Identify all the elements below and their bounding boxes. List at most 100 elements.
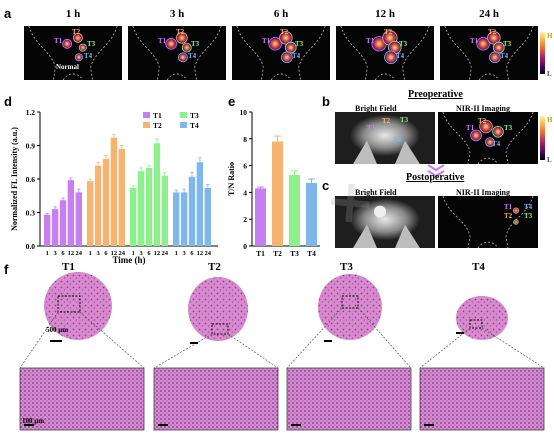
y-axis-label: Normalized FL Intensity (a.u.) xyxy=(10,127,19,231)
frame-4-signal-spot xyxy=(486,30,501,45)
overlay-label-t1: T1 xyxy=(470,37,479,45)
colorbar-low: L xyxy=(547,70,552,78)
bar-T1-12h xyxy=(67,180,75,246)
overlay-label-t1: T1 xyxy=(158,37,167,45)
bar-T3-12h xyxy=(153,143,161,246)
frame-1-signal-spot xyxy=(175,31,188,44)
colorbar-high: H xyxy=(547,32,553,40)
bar-T1 xyxy=(255,188,266,246)
frame-0-roi-circle xyxy=(73,32,83,43)
zoom-region xyxy=(469,319,483,329)
post-label-t2: T2 xyxy=(504,212,513,220)
nir-post-body-outline xyxy=(442,196,534,248)
panel-label-e: e xyxy=(228,94,236,109)
scale-label-large: 500 μm xyxy=(46,326,68,334)
x-tick-label: T3 xyxy=(290,249,299,258)
overlay-label-t4: T4 xyxy=(84,52,93,60)
zoom-region xyxy=(57,295,81,313)
overlay-label-t3: T3 xyxy=(503,40,512,48)
post-label-t3: T3 xyxy=(524,212,533,220)
post-label-t1: T1 xyxy=(504,203,513,211)
x-tick-label: 24 xyxy=(119,250,126,257)
colorbar-gradient xyxy=(540,116,545,160)
frame-2-image xyxy=(232,26,330,80)
zoom-connector xyxy=(227,333,279,369)
zoom-connector xyxy=(419,327,471,369)
nir-label-t1: T1 xyxy=(466,124,475,132)
time-label-1h: 1 h xyxy=(65,8,81,20)
tumor-section-T3 xyxy=(318,274,382,340)
bar-T4-6h xyxy=(188,176,196,246)
tumor-label-T4: T4 xyxy=(472,262,485,273)
zoom-inset-T1 xyxy=(19,367,145,431)
frame-1-signal-spot xyxy=(177,52,188,63)
y-tick-label: 0.3 xyxy=(26,209,36,218)
frame-1-roi-circle xyxy=(181,42,192,53)
frame-4-roi-circle xyxy=(476,37,490,51)
nir-pre-body-outline xyxy=(442,112,534,164)
panel-label-f: f xyxy=(4,262,9,277)
tumor-section-T1 xyxy=(44,272,112,340)
y-tick-label: 8 xyxy=(243,135,247,144)
bf-label-t1: T1 xyxy=(367,124,376,132)
overlay-label-t1: T1 xyxy=(262,37,271,45)
scale-bar xyxy=(456,332,464,334)
nir-pre-signal-spot xyxy=(479,119,493,134)
bright-field-pre xyxy=(335,112,435,164)
nir-post-signal-spot xyxy=(513,207,519,214)
y-tick-label: 1.2 xyxy=(26,108,36,117)
x-tick-label: 24 xyxy=(205,250,212,257)
overlay-label-t3: T3 xyxy=(399,40,408,48)
frame-0-roi-circle xyxy=(62,38,73,49)
inset-scale-bar xyxy=(291,424,301,426)
frame-2-signal-spot xyxy=(268,36,283,51)
nir-pre-signal-spot xyxy=(492,125,504,138)
bright-field-post xyxy=(335,196,435,248)
bar-T3-1h xyxy=(130,187,137,246)
legend-swatch-T2 xyxy=(143,122,150,128)
legend-label-T4: T4 xyxy=(190,121,199,130)
frame-0-roi-circle xyxy=(74,53,83,62)
x-tick-label: 1 xyxy=(89,250,92,257)
bar-T1-24h xyxy=(75,192,82,246)
tumor-section-T2 xyxy=(188,277,248,341)
bar-T4-12h xyxy=(196,162,204,246)
nir-label-t4: T4 xyxy=(492,140,501,148)
bar-T1-6h xyxy=(59,200,67,246)
legend-swatch-T4 xyxy=(180,122,187,128)
x-tick-label: T1 xyxy=(256,249,265,258)
frame-0-roi-circle xyxy=(78,43,87,52)
bar-T2-6h xyxy=(102,158,110,246)
overlay-label-t2: T2 xyxy=(176,28,185,36)
x-tick-label: 1 xyxy=(132,250,135,257)
nir-label-c: NIR-II Imaging xyxy=(456,188,511,197)
bar-T4-1h xyxy=(173,192,180,246)
nir-post-signal-spot xyxy=(513,219,519,225)
bar-T3 xyxy=(289,174,300,246)
intensity-bar-chart: 0.0 0.3 0.6 0.9 1.2 Normalized FL Intensity (… xyxy=(10,108,218,265)
frame-1-signal-spot xyxy=(181,42,192,53)
overlay-label-t2: T2 xyxy=(488,28,497,36)
inset-scale-bar xyxy=(424,424,434,426)
nir-pre-signal-spot xyxy=(470,129,482,142)
nir-pre-roi-circle xyxy=(470,129,482,142)
zoom-connector xyxy=(357,307,412,369)
colorbar-high: H xyxy=(547,116,553,124)
x-tick-label: 3 xyxy=(139,250,143,257)
bar-T3-6h xyxy=(145,167,153,246)
time-label-3h: 3 h xyxy=(169,8,185,20)
zoom-connector xyxy=(19,311,59,369)
y-tick-label: 2 xyxy=(243,215,247,224)
bright-field-label-c: Bright Field xyxy=(355,188,397,197)
scale-bar-large xyxy=(50,340,62,342)
frame-1-body-outline xyxy=(132,26,222,80)
x-tick-label: 12 xyxy=(68,250,75,257)
x-tick-label: 12 xyxy=(111,250,118,257)
overlay-label-t1: T1 xyxy=(366,37,375,45)
frame-4-signal-spot xyxy=(476,36,491,51)
x-tick-label: T4 xyxy=(307,249,316,258)
x-tick-label: 3 xyxy=(96,250,100,257)
x-tick-label: 1 xyxy=(175,250,178,257)
zoom-connector xyxy=(79,311,145,369)
bar-T3-24h xyxy=(161,175,168,246)
